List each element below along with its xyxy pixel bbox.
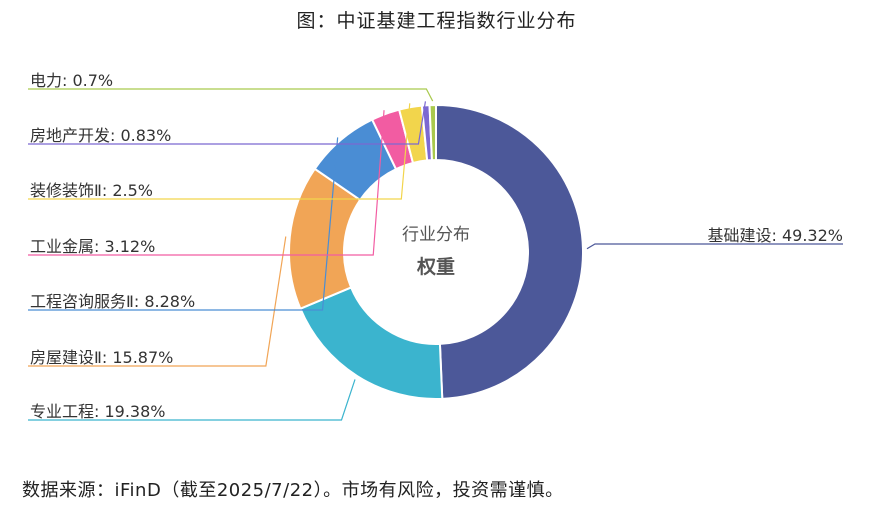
leader-line-4 xyxy=(28,110,385,256)
center-label: 行业分布 xyxy=(402,225,470,245)
slice-label-7: 电力: 0.7% xyxy=(30,71,113,90)
leader-line-6 xyxy=(28,101,427,145)
slice-label-3: 工程咨询服务Ⅱ: 8.28% xyxy=(30,292,195,311)
leader-line-1 xyxy=(28,379,356,421)
leader-line-7 xyxy=(28,88,434,102)
slice-label-6: 房地产开发: 0.83% xyxy=(30,126,171,145)
slice-label-5: 装修装饰Ⅱ: 2.5% xyxy=(30,181,153,200)
slice-label-2: 房屋建设Ⅱ: 15.87% xyxy=(30,348,173,367)
leader-line-5 xyxy=(28,103,411,200)
slice-7 xyxy=(428,103,437,162)
leader-line-2 xyxy=(28,236,287,367)
leader-line-0 xyxy=(586,243,843,250)
leader-line-3 xyxy=(28,137,339,311)
source-note: 数据来源：iFinD（截至2025/7/22）。市场有风险，投资需谨慎。 xyxy=(22,480,564,501)
labels-group: 基础建设: 49.32% 专业工程: 19.38% 房屋建设Ⅱ: 15.87% 工程咨… xyxy=(30,71,843,421)
slices-group xyxy=(288,103,584,400)
leader-lines-group xyxy=(28,88,843,421)
center-sublabel: 权重 xyxy=(416,255,455,278)
slice-0 xyxy=(435,103,584,400)
slice-label-1: 专业工程: 19.38% xyxy=(30,402,166,421)
chart-title: 图：中证基建工程指数行业分布 xyxy=(296,10,577,32)
slice-label-4: 工业金属: 3.12% xyxy=(30,237,155,256)
donut-chart: 基础建设: 49.32% 专业工程: 19.38% 房屋建设Ⅱ: 15.87% 工程咨… xyxy=(28,71,843,421)
slice-1 xyxy=(299,286,444,400)
slice-label-0: 基础建设: 49.32% xyxy=(708,226,844,245)
